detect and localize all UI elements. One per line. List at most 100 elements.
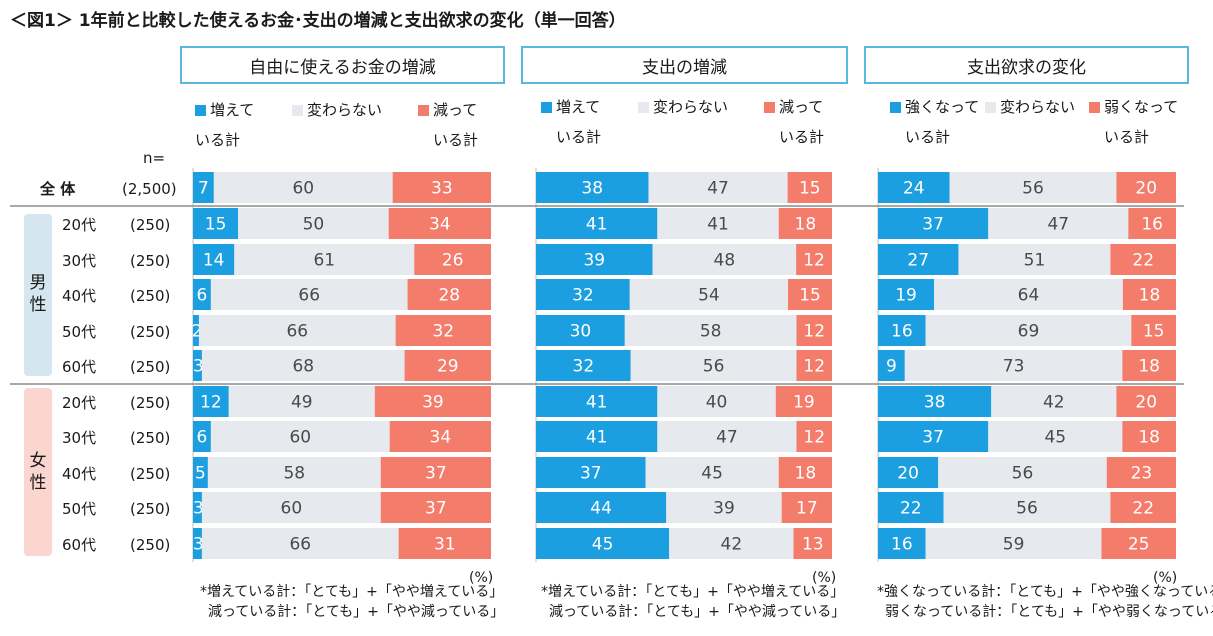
bar-value-label: 25 bbox=[1128, 535, 1150, 555]
female-group-label: 女性 bbox=[29, 451, 47, 493]
bar-up bbox=[536, 421, 658, 452]
note-desire-2: 弱くなっている計：「とても」+「やや弱くなっている」 bbox=[885, 604, 1213, 620]
bar-value-label: 39 bbox=[583, 251, 605, 271]
bar-same bbox=[904, 350, 1123, 381]
bar-up bbox=[536, 244, 653, 275]
bar-up bbox=[193, 528, 202, 559]
bar-value-label: 22 bbox=[1132, 251, 1154, 271]
bar-down bbox=[787, 172, 832, 203]
bar-value-label: 15 bbox=[205, 215, 227, 235]
note-money-1: *増えている計：「とても」+「やや増えている」 bbox=[200, 584, 504, 600]
legend-down: 減って いる計 bbox=[764, 92, 824, 152]
row-n: (250) bbox=[130, 252, 171, 270]
bar-down bbox=[1101, 528, 1176, 559]
bar-value-label: 12 bbox=[803, 251, 825, 271]
bar-down bbox=[388, 208, 491, 239]
bar-value-label: 18 bbox=[1138, 428, 1160, 448]
legend-swatch-same bbox=[292, 105, 303, 116]
bar-down bbox=[1116, 172, 1176, 203]
bar-value-label: 37 bbox=[425, 464, 447, 484]
bar-value-label: 45 bbox=[592, 535, 614, 555]
bar-up bbox=[193, 421, 211, 452]
bar-same bbox=[645, 457, 779, 488]
bar-value-label: 58 bbox=[700, 322, 722, 342]
note-money-2: 減っている計：「とても」+「やや減っている」 bbox=[208, 604, 505, 620]
legend-swatch-down bbox=[418, 105, 429, 116]
bar-down bbox=[414, 244, 491, 275]
bar-up bbox=[536, 315, 625, 346]
legend-down-label: 弱くなって bbox=[1104, 98, 1179, 116]
bar-value-label: 12 bbox=[803, 428, 825, 448]
bar-value-label: 22 bbox=[900, 499, 922, 519]
legend-swatch-down bbox=[1089, 102, 1100, 113]
bar-same bbox=[648, 172, 788, 203]
legend-down-label2: いる計 bbox=[779, 128, 825, 146]
legend-down-label: 減って bbox=[433, 101, 478, 119]
row-label: 30代 bbox=[62, 429, 97, 447]
bar-same bbox=[238, 208, 389, 239]
bar-down bbox=[781, 492, 832, 523]
legend-up: 強くなって いる計 bbox=[890, 92, 979, 152]
bar-down bbox=[796, 315, 832, 346]
bar-same bbox=[201, 528, 399, 559]
bar-same bbox=[925, 315, 1132, 346]
bar-same bbox=[234, 244, 415, 275]
legend-swatch-same bbox=[638, 102, 649, 113]
bar-value-label: 12 bbox=[803, 357, 825, 377]
row-n: (250) bbox=[130, 429, 171, 447]
bar-value-label: 15 bbox=[799, 286, 821, 306]
bar-value-label: 51 bbox=[1024, 251, 1046, 271]
bar-value-label: 60 bbox=[281, 499, 303, 519]
bar-up bbox=[536, 279, 630, 310]
bar-same bbox=[666, 492, 782, 523]
bar-value-label: 56 bbox=[1022, 179, 1044, 199]
bar-value-label: 41 bbox=[586, 215, 608, 235]
bar-up bbox=[878, 244, 959, 275]
legend-same-label: 変わらない bbox=[307, 101, 383, 119]
bar-value-label: 20 bbox=[897, 464, 919, 484]
bar-value-label: 7 bbox=[198, 179, 209, 199]
row-n: (250) bbox=[130, 358, 171, 376]
legend-down: 減って いる計 bbox=[418, 95, 478, 155]
bar-down bbox=[380, 492, 491, 523]
bar-value-label: 37 bbox=[922, 428, 944, 448]
bar-value-label: 19 bbox=[895, 286, 917, 306]
bar-value-label: 17 bbox=[796, 499, 818, 519]
bar-value-label: 38 bbox=[581, 179, 603, 199]
legend-up-label2: いる計 bbox=[556, 128, 602, 146]
bar-value-label: 20 bbox=[1135, 393, 1157, 413]
bar-value-label: 66 bbox=[289, 535, 311, 555]
bar-up bbox=[878, 350, 905, 381]
bar-same bbox=[210, 279, 408, 310]
bar-value-label: 16 bbox=[891, 535, 913, 555]
bar-value-label: 40 bbox=[706, 393, 728, 413]
bar-down bbox=[793, 528, 832, 559]
bar-value-label: 32 bbox=[572, 286, 594, 306]
bar-value-label: 24 bbox=[903, 179, 925, 199]
bar-up bbox=[193, 386, 229, 417]
bar-same bbox=[991, 386, 1117, 417]
legend-up-label: 増えて bbox=[556, 98, 601, 116]
bar-value-label: 37 bbox=[922, 215, 944, 235]
bar-value-label: 33 bbox=[431, 179, 453, 199]
bar-value-label: 31 bbox=[434, 535, 456, 555]
legend-down-label: 減って bbox=[779, 98, 824, 116]
bar-up bbox=[536, 386, 658, 417]
bar-value-label: 69 bbox=[1018, 322, 1040, 342]
legend-down: 弱くなって いる計 bbox=[1089, 92, 1178, 152]
row-n-total: (2,500) bbox=[122, 180, 177, 198]
row-n: (250) bbox=[130, 287, 171, 305]
bar-up bbox=[536, 492, 667, 523]
bar-value-label: 61 bbox=[313, 251, 335, 271]
bar-up bbox=[878, 457, 939, 488]
bar-up bbox=[193, 492, 202, 523]
bar-up bbox=[878, 208, 989, 239]
bar-value-label: 41 bbox=[586, 428, 608, 448]
legend-up-label: 強くなって bbox=[905, 98, 980, 116]
bar-up bbox=[193, 457, 208, 488]
row-n: (250) bbox=[130, 216, 171, 234]
legend-swatch-up bbox=[890, 102, 901, 113]
bar-same bbox=[943, 492, 1111, 523]
bar-value-label: 5 bbox=[195, 464, 206, 484]
bar-same bbox=[958, 244, 1111, 275]
